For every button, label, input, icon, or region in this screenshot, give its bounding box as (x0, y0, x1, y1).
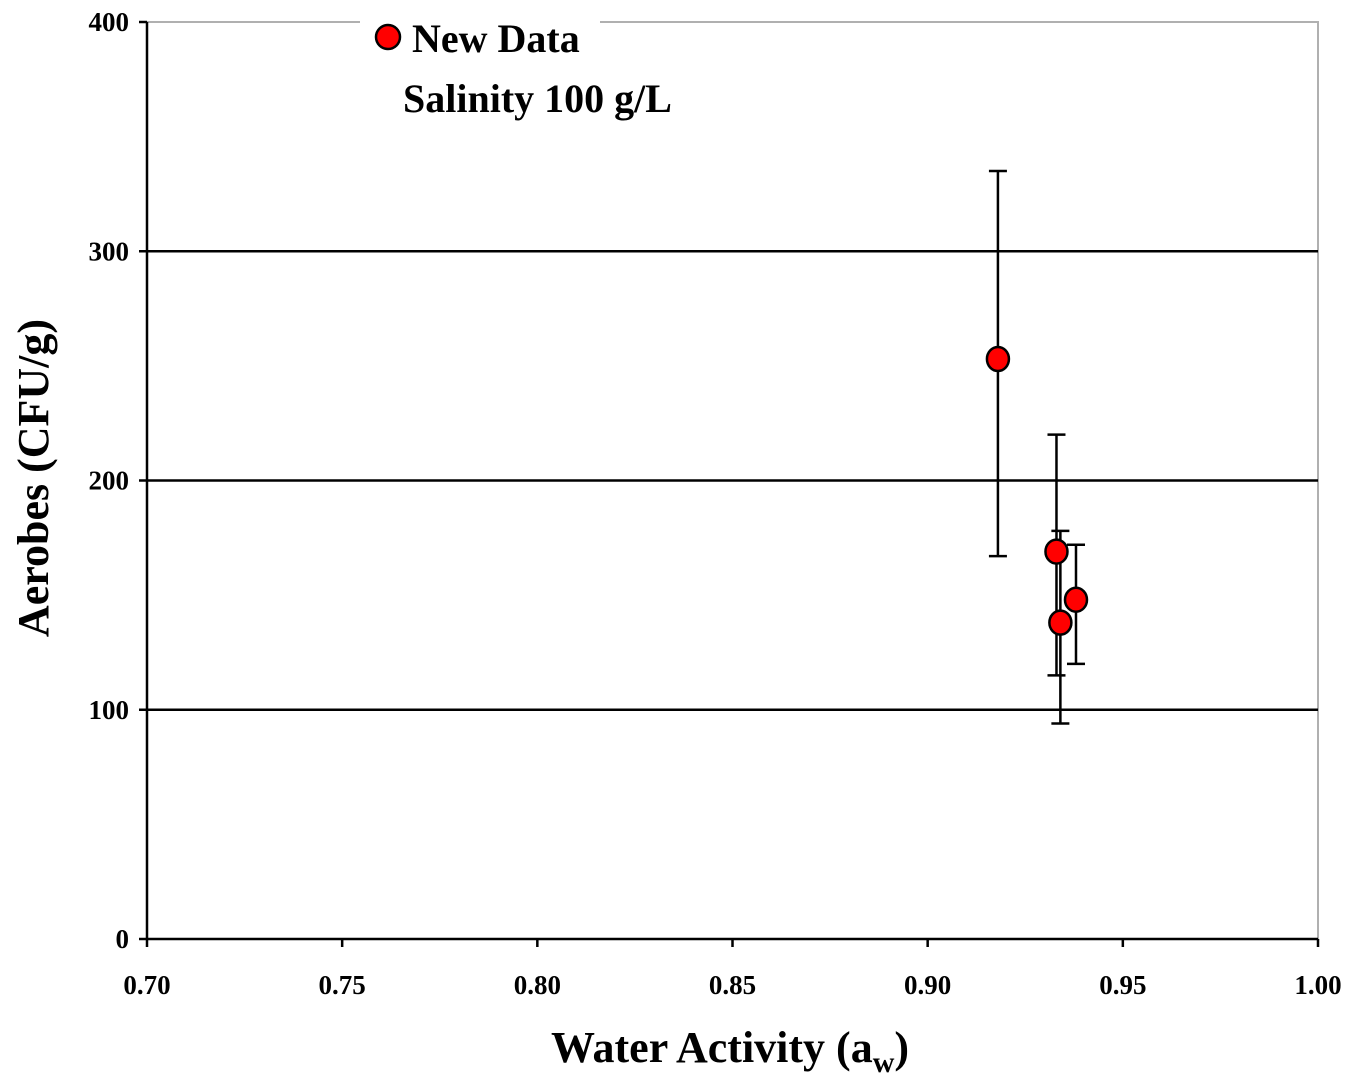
data-point (1065, 588, 1087, 612)
legend-label: New Data (412, 16, 580, 61)
x-tick-label: 0.85 (709, 970, 756, 1000)
x-axis-title-close: ) (894, 1023, 909, 1072)
y-tick-label: 0 (116, 924, 130, 954)
data-point (1045, 540, 1067, 564)
legend-note: Salinity 100 g/L (403, 76, 672, 121)
x-tick-label: 0.95 (1099, 970, 1146, 1000)
y-tick-label: 200 (89, 466, 130, 496)
x-axis-title: Water Activity (aw) (551, 1023, 909, 1076)
data-point (1049, 611, 1071, 635)
x-tick-label: 0.80 (514, 970, 561, 1000)
x-tick-label: 0.75 (319, 970, 366, 1000)
x-axis-title-main: Water Activity (a (551, 1023, 873, 1072)
y-tick-label: 300 (89, 236, 130, 266)
y-tick-label: 400 (89, 7, 130, 37)
x-tick-label: 0.90 (904, 970, 951, 1000)
x-tick-label: 0.70 (123, 970, 170, 1000)
data-point (987, 347, 1009, 371)
x-axis-title-subscript: w (873, 1046, 895, 1076)
x-tick-label: 1.00 (1294, 970, 1341, 1000)
y-tick-label: 100 (89, 695, 130, 725)
y-axis-title: Aerobes (CFU/g) (9, 319, 58, 637)
legend-marker (376, 25, 400, 49)
